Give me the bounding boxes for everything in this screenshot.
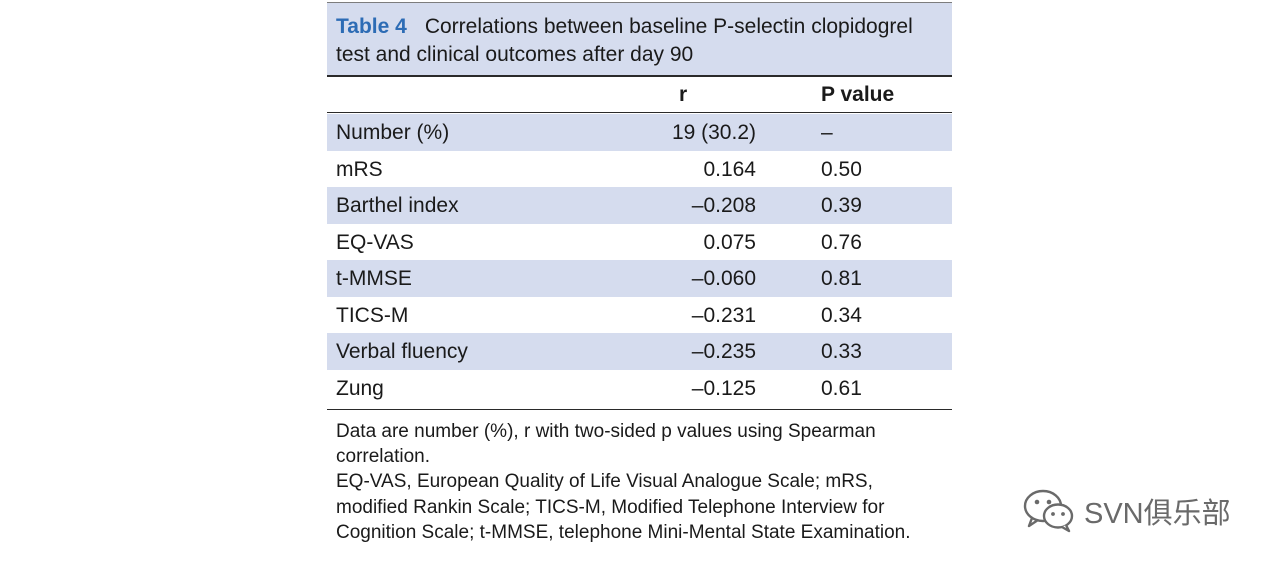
row-r: –0.125 — [691, 376, 756, 400]
row-r: –0.208 — [691, 194, 756, 217]
table-row: TICS-M –0.231 0.34 — [327, 297, 952, 334]
table-caption: Table 4 Correlations between baseline P-s… — [327, 2, 952, 77]
row-p: 0.50 — [821, 157, 862, 181]
table-label: Table 4 — [336, 15, 407, 38]
row-r: 0.164 — [703, 157, 756, 181]
row-p: 0.76 — [821, 230, 862, 254]
table-body: Number (%) 19 (30.2) – mRS 0.164 0.50 Ba… — [327, 113, 952, 410]
table-title: Correlations between baseline P-selectin… — [336, 15, 913, 66]
row-p: 0.39 — [821, 194, 862, 217]
row-p: 0.34 — [821, 303, 862, 327]
table-row: Barthel index –0.208 0.39 — [327, 187, 952, 224]
row-measure: Barthel index — [336, 194, 459, 217]
row-measure: Number (%) — [336, 121, 450, 144]
watermark: SVN俱乐部 — [1022, 488, 1231, 534]
table-row: mRS 0.164 0.50 — [327, 151, 952, 188]
table-row: EQ-VAS 0.075 0.76 — [327, 224, 952, 261]
row-r: –0.235 — [691, 340, 756, 363]
table-row: Number (%) 19 (30.2) – — [327, 114, 952, 151]
row-p: 0.61 — [821, 376, 862, 400]
footnote: EQ-VAS, European Quality of Life Visual … — [336, 471, 911, 543]
column-header-p-value: P value — [821, 83, 895, 106]
table-row: t-MMSE –0.060 0.81 — [327, 260, 952, 297]
row-measure: TICS-M — [336, 303, 409, 327]
row-measure: t-MMSE — [336, 267, 412, 290]
row-measure: mRS — [336, 157, 383, 181]
correlation-table: Table 4 Correlations between baseline P-s… — [327, 2, 952, 545]
table-row: Verbal fluency –0.235 0.33 — [327, 333, 952, 370]
column-header-r: r — [679, 83, 688, 106]
row-r: –0.060 — [691, 267, 756, 290]
footnote: Data are number (%), r with two-sided p … — [336, 421, 876, 468]
table-footnotes: Data are number (%), r with two-sided p … — [327, 410, 935, 545]
watermark-text: SVN俱乐部 — [1084, 498, 1231, 530]
row-r: –0.231 — [691, 303, 756, 327]
table-header-row: r P value — [327, 77, 952, 113]
row-measure: EQ-VAS — [336, 230, 414, 254]
row-measure: Verbal fluency — [336, 340, 468, 363]
row-p: 0.81 — [821, 267, 862, 290]
row-p: – — [821, 121, 833, 144]
row-r: 19 (30.2) — [671, 121, 756, 144]
row-measure: Zung — [336, 376, 384, 400]
row-r: 0.075 — [703, 230, 756, 254]
wechat-icon — [1023, 489, 1074, 533]
row-p: 0.33 — [821, 340, 862, 363]
table-row: Zung –0.125 0.61 — [327, 370, 952, 407]
